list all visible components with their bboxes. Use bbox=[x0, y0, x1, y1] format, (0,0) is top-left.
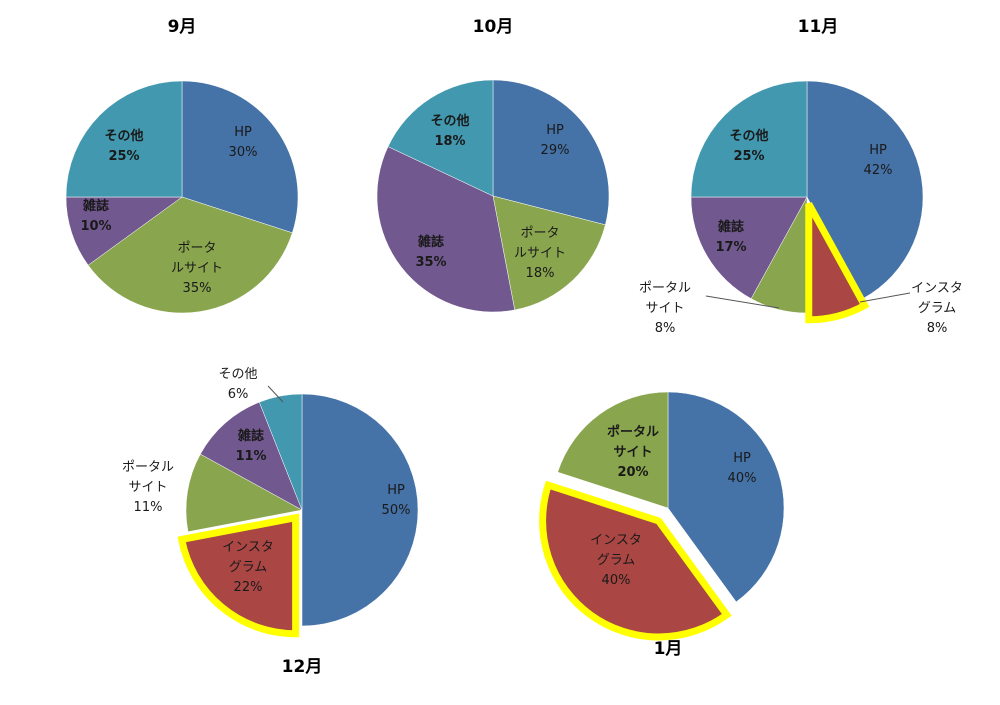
pie-slice bbox=[65, 80, 183, 198]
data-label: 雑誌 10% bbox=[80, 198, 111, 234]
data-label: ポータルサイト 18% bbox=[514, 226, 566, 281]
data-label: インスタグラム 22% bbox=[222, 540, 274, 595]
pie-slice bbox=[65, 196, 183, 266]
chart-title: 1月 bbox=[654, 639, 683, 659]
data-label: HP 30% bbox=[229, 125, 258, 160]
data-label: その他 25% bbox=[104, 128, 143, 164]
leader-line bbox=[859, 292, 911, 303]
data-label: HP 29% bbox=[541, 123, 570, 158]
data-label: ポータルサイト 35% bbox=[171, 241, 223, 296]
data-label: HP 42% bbox=[864, 143, 893, 178]
data-label: ポータルサイト 20% bbox=[607, 424, 659, 480]
chart-title: 9月 bbox=[168, 17, 197, 37]
pie-slice bbox=[667, 391, 785, 603]
pie-slice bbox=[376, 146, 516, 313]
data-label: 雑誌 35% bbox=[415, 234, 446, 270]
pie-slice bbox=[387, 79, 494, 197]
highlight-outline bbox=[539, 480, 732, 641]
pie-slice bbox=[87, 196, 293, 314]
pie-slice bbox=[181, 80, 299, 234]
highlight-outline bbox=[177, 513, 300, 638]
pie-slice bbox=[690, 196, 808, 299]
chart-title: 11月 bbox=[798, 17, 839, 37]
data-label: インスタグラム 8% bbox=[911, 281, 963, 336]
pie-slice bbox=[557, 391, 669, 509]
data-label: HP 40% bbox=[728, 451, 757, 486]
pie-slice bbox=[806, 80, 924, 299]
chart-title: 12月 bbox=[282, 657, 323, 677]
data-label: HP 50% bbox=[382, 483, 411, 518]
leader-line bbox=[705, 295, 780, 309]
highlight-outline bbox=[805, 202, 870, 324]
pie-slice bbox=[185, 453, 303, 533]
data-label: ポータルサイト 8% bbox=[639, 281, 691, 336]
pie-slice bbox=[690, 80, 808, 198]
data-label: その他 25% bbox=[729, 128, 768, 164]
chart-title: 10月 bbox=[473, 17, 514, 37]
data-label: 雑誌 17% bbox=[715, 219, 746, 255]
pie-chart-4: 12月 HP 50% インスタグラム 22% ポータルサイト 11% 雑誌 11% その他 6% bbox=[122, 367, 419, 677]
leader-line bbox=[267, 385, 284, 403]
pie-chart-1: 9月 HP 30% ポータルサイト 35% 雑誌 10% その他 25% bbox=[65, 17, 299, 314]
data-label: 雑誌 11% bbox=[235, 428, 266, 464]
pie-slice bbox=[301, 393, 419, 627]
pie-slice bbox=[492, 79, 610, 226]
pie-chart-5: 1月 HP 40% インスタグラム 40% ポータルサイト 20% bbox=[539, 391, 785, 659]
pie-slice bbox=[258, 393, 303, 511]
pie-chart-3: 11月 HP 42% インスタグラム 8% ポータルサイト 8% 雑誌 17% その他 25% bbox=[639, 17, 963, 336]
pie-slice bbox=[200, 401, 303, 511]
data-label: その他 18% bbox=[430, 113, 469, 149]
data-label: インスタグラム 40% bbox=[590, 533, 642, 588]
data-label: その他 6% bbox=[218, 367, 257, 402]
data-label: ポータルサイト 11% bbox=[122, 460, 174, 515]
pie-slice bbox=[492, 195, 606, 311]
pie-chart-2: 10月 HP 29% ポータルサイト 18% 雑誌 35% その他 18% bbox=[376, 17, 610, 313]
